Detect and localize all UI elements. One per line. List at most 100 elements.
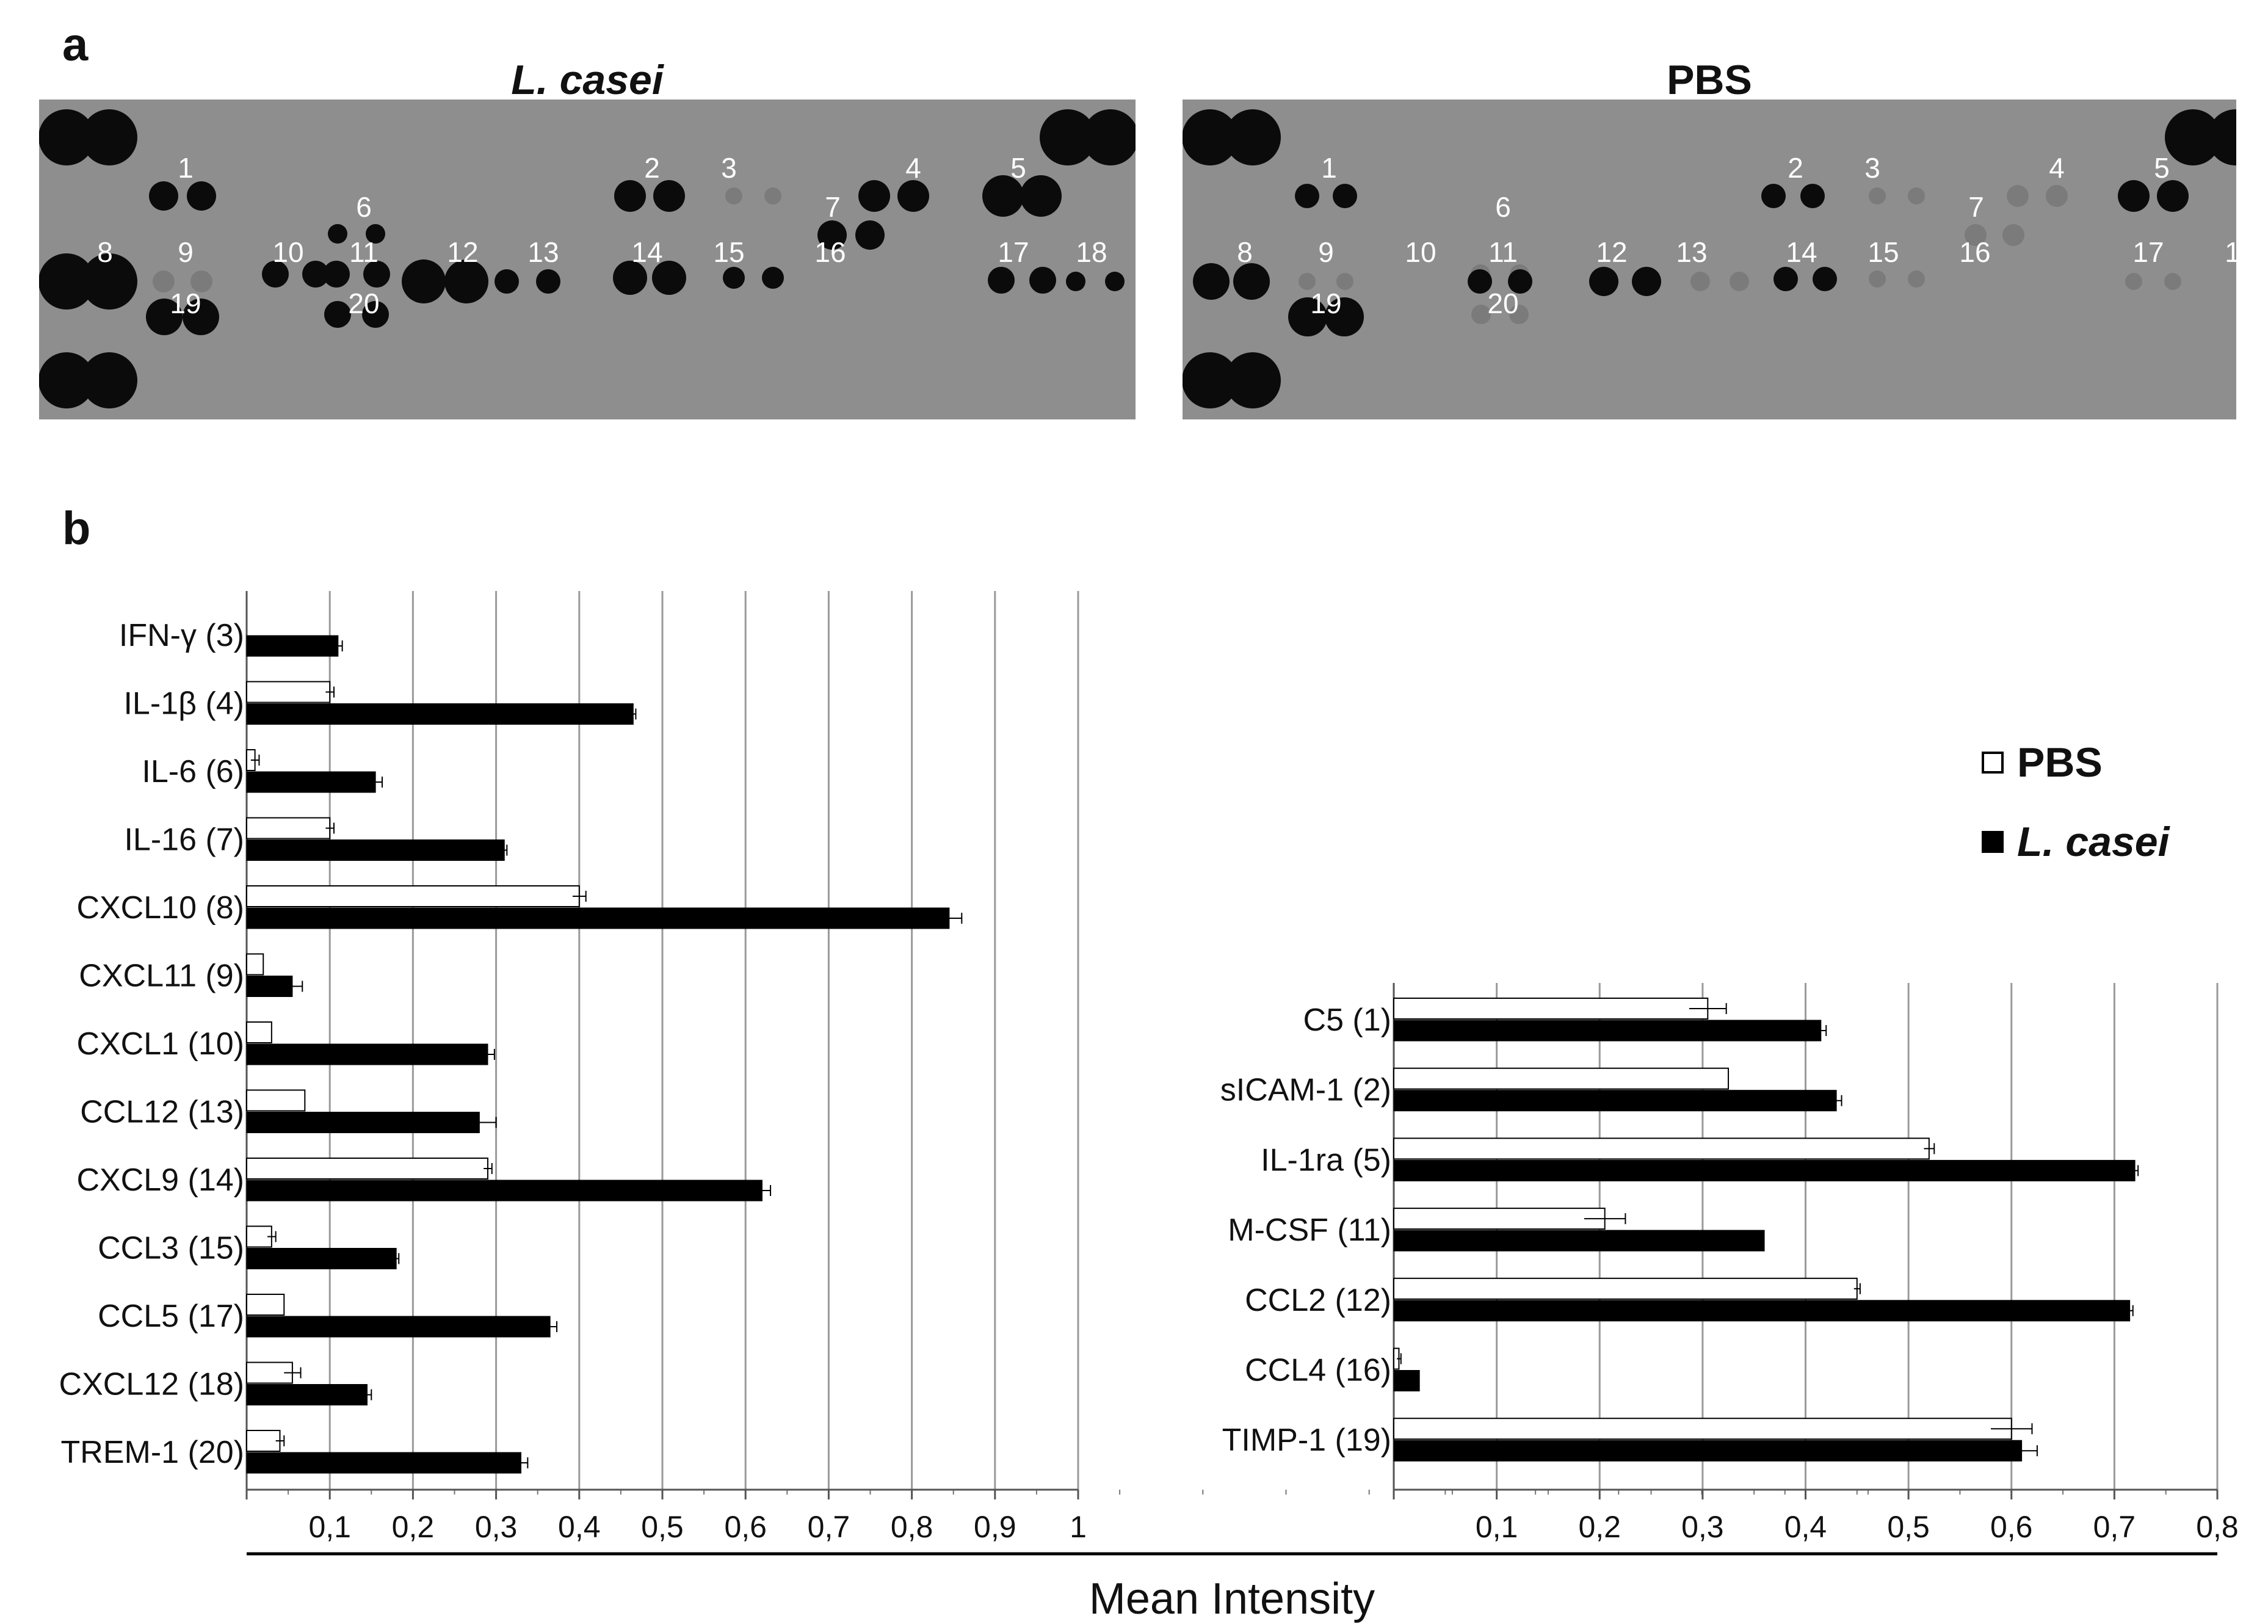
blot-title-pbs: PBS — [1667, 57, 1752, 103]
spot-number-label: 16 — [814, 236, 846, 268]
x-tick-label: 0,7 — [2093, 1510, 2136, 1544]
x-tick-label: 0,3 — [475, 1510, 518, 1544]
category-label: TREM-1 (20) — [61, 1435, 244, 1470]
blot-spot — [764, 187, 781, 205]
spot-number-label: 14 — [631, 236, 663, 268]
blot-spot — [897, 180, 929, 212]
blot-spot — [444, 259, 488, 303]
blot-spot — [262, 261, 289, 288]
bar-pbs — [246, 681, 331, 703]
blot-spot — [1813, 267, 1837, 291]
blot-spot — [1233, 263, 1270, 300]
spot-number-label: 2 — [644, 152, 660, 184]
legend-label: PBS — [2017, 739, 2103, 786]
bar-lcasei — [246, 1384, 368, 1405]
blot-spot — [1066, 272, 1085, 291]
spot-number-label: 15 — [1868, 236, 1899, 268]
blot-spot — [1800, 184, 1825, 208]
spot-number-label: 17 — [2132, 236, 2164, 268]
x-axis-title: Mean Intensity — [1089, 1575, 1375, 1623]
category-label: CXCL12 (18) — [59, 1367, 244, 1402]
spot-number-label: 7 — [1968, 191, 1984, 223]
spot-number-label: 20 — [1487, 288, 1519, 319]
blot-spot — [614, 180, 646, 212]
spot-number-label: 19 — [170, 288, 201, 319]
spot-number-label: 1 — [178, 152, 194, 184]
blot-spot — [1508, 269, 1532, 294]
bar-lcasei — [246, 1316, 551, 1338]
legend-swatch-open — [1982, 752, 2004, 774]
blot-spot — [323, 261, 350, 288]
blot-spot — [1908, 187, 1925, 205]
legend-item-pbs: PBS — [1982, 739, 2103, 786]
blot-spot — [187, 181, 216, 211]
blot-spot — [723, 267, 745, 289]
panel-b-letter: b — [62, 502, 91, 554]
blot-spot — [817, 220, 847, 250]
bar-pbs — [1393, 1137, 1930, 1160]
bar-lcasei — [246, 1180, 763, 1202]
blot-spot — [402, 259, 446, 303]
blot-spot — [762, 267, 784, 289]
bar-lcasei — [246, 1248, 397, 1269]
bar-pbs — [246, 1089, 306, 1112]
bar-pbs — [1393, 1277, 1858, 1300]
x-tick-label: 0,8 — [2196, 1510, 2239, 1544]
x-tick-label: 0,4 — [1784, 1510, 1827, 1544]
category-label: M-CSF (11) — [1228, 1213, 1391, 1248]
spot-number-label: 3 — [1864, 152, 1880, 184]
blot-spot — [1869, 270, 1886, 288]
spot-number-label: 10 — [272, 236, 304, 268]
blot-spot — [1589, 267, 1618, 296]
spot-number-label: 14 — [1786, 236, 1817, 268]
blot-spot — [2164, 273, 2181, 290]
spot-number-label: 11 — [349, 236, 379, 268]
bar-lcasei — [246, 635, 339, 657]
panel-a-letter: a — [62, 19, 89, 71]
x-tick-label: 0,8 — [891, 1510, 933, 1544]
x-tick-label: 0,2 — [392, 1510, 435, 1544]
category-label: C5 (1) — [1303, 1002, 1391, 1038]
blot-spot — [1773, 267, 1798, 291]
blot-spot — [653, 180, 685, 212]
spot-number-label: 8 — [97, 236, 113, 268]
bar-lcasei — [246, 703, 634, 725]
blot-spot — [1193, 263, 1230, 300]
blot-spot — [328, 224, 347, 244]
blot-spot — [2007, 185, 2029, 207]
category-label: CXCL11 (9) — [79, 959, 244, 994]
blot-spot — [1082, 109, 1136, 165]
blot-spot — [1225, 352, 1281, 408]
blot-spot — [2118, 180, 2150, 212]
bar-lcasei — [1393, 1300, 2131, 1322]
spot-number-label: 6 — [1495, 191, 1511, 223]
blot-spot — [1471, 305, 1491, 324]
blot-spot — [1020, 175, 1062, 217]
blot-spot — [81, 253, 137, 310]
blot-spot — [2002, 224, 2024, 246]
bar-lcasei — [1393, 1230, 1765, 1252]
bar-lcasei — [1393, 1159, 2136, 1181]
bar-pbs — [1393, 1208, 1606, 1230]
spot-number-label: 10 — [1405, 236, 1437, 268]
blot-spot — [324, 301, 351, 328]
blot-spot — [363, 261, 390, 288]
category-label: CCL4 (16) — [1245, 1353, 1391, 1388]
category-label: CCL12 (13) — [80, 1095, 244, 1130]
spot-number-label: 17 — [998, 236, 1029, 268]
x-tick-label: 0,9 — [974, 1510, 1016, 1544]
blot-spot — [1295, 184, 1319, 208]
x-tick-label: 0,6 — [1990, 1510, 2033, 1544]
spot-number-label: 13 — [527, 236, 559, 268]
category-label: CCL3 (15) — [98, 1231, 244, 1266]
bar-lcasei — [1393, 1090, 1837, 1112]
blot-spot — [1690, 272, 1710, 291]
legend-label: L. casei — [2017, 819, 2170, 865]
blot-spot — [1333, 184, 1357, 208]
blot-spot — [362, 301, 389, 328]
category-label: CXCL1 (10) — [76, 1026, 244, 1062]
spot-number-label: 20 — [348, 288, 380, 319]
bar-lcasei — [246, 1452, 521, 1474]
spot-number-label: 2 — [1788, 152, 1803, 184]
